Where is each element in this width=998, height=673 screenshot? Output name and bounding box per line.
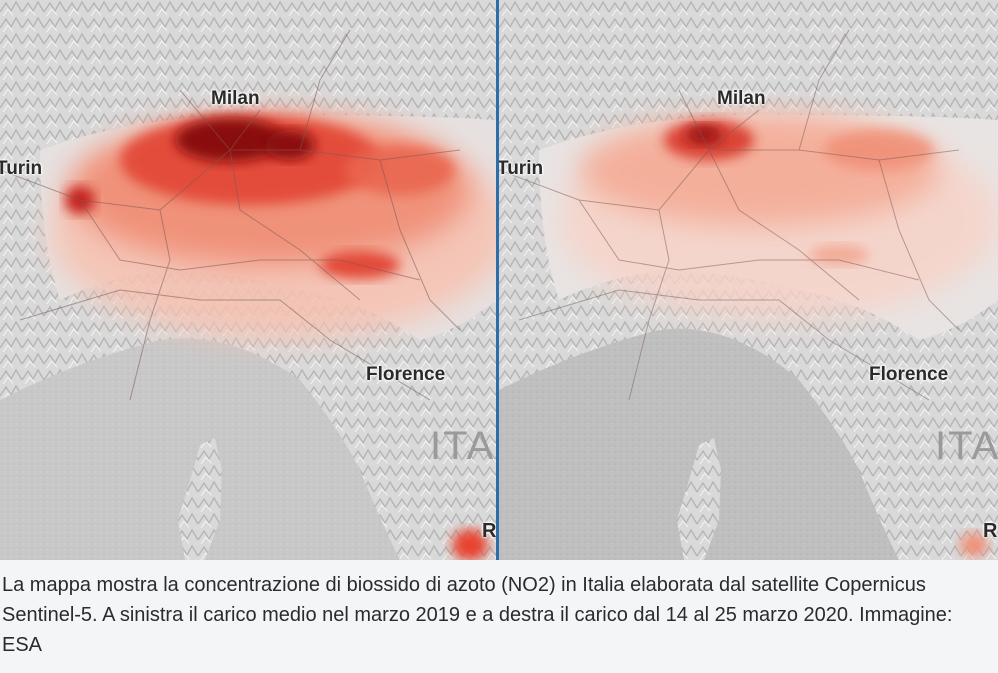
label-milan: Milan <box>211 88 260 109</box>
label-italy: ITAL <box>430 424 496 468</box>
map-right-graphic <box>499 0 998 560</box>
map-divider <box>496 0 499 560</box>
map-march-2020: Milan Turin Florence ITAL R <box>499 0 998 560</box>
no2-comparison-maps: Milan Turin Florence ITAL R <box>0 0 998 560</box>
label-turin: Turin <box>499 158 544 179</box>
label-turin: Turin <box>0 158 43 179</box>
map-left-graphic <box>0 0 496 560</box>
label-florence: Florence <box>366 364 446 385</box>
label-florence: Florence <box>869 364 949 385</box>
figure-caption: La mappa mostra la concentrazione di bio… <box>0 560 998 673</box>
label-italy: ITAL <box>935 424 998 468</box>
map-march-2019: Milan Turin Florence ITAL R <box>0 0 496 560</box>
label-rome: R <box>983 520 998 542</box>
label-rome: R <box>482 520 496 542</box>
label-milan: Milan <box>717 88 766 109</box>
